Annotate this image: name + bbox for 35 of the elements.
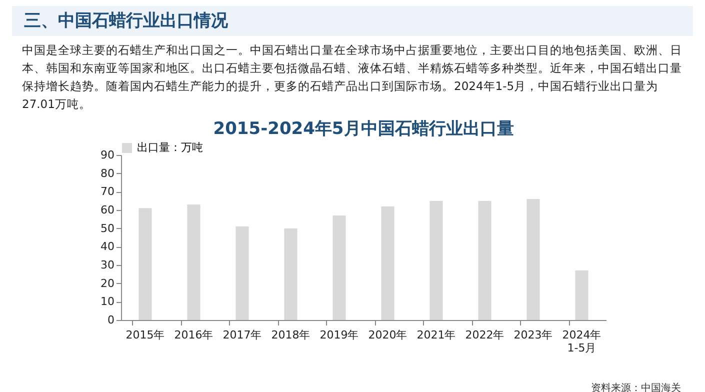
x-tick-label: 2022年 <box>465 328 504 342</box>
x-tick-label: 2015年 <box>126 328 165 342</box>
x-tick-label: 2021年 <box>416 328 456 342</box>
y-tick-label: 90 <box>100 148 114 162</box>
y-tick-label: 50 <box>100 222 114 235</box>
x-tick-label: 2023年 <box>514 328 553 342</box>
y-tick-label: 40 <box>100 240 114 254</box>
x-tick-label: 2019年 <box>320 328 359 342</box>
bar <box>381 206 394 320</box>
y-tick-label: 30 <box>100 258 114 272</box>
bar <box>332 216 346 320</box>
bar <box>284 228 298 320</box>
x-tick-label: 2020年 <box>368 328 408 342</box>
x-tick-label: 2024年 1-5月 <box>562 328 602 354</box>
text: 三、中国石蜡行业出口情况 <box>12 6 693 36</box>
text: 中国是全球主要的石蜡生产和出口国之一。中国石蜡出口量在全球市场中占据重要地位，主要出口目的地包括美国、欧洲、日本、韩国和东南亚等国家和地区。出口石蜡主要包括微晶石蜡、液体石蜡、半精炼石蜡等多种类型。近年来，中国石蜡出口量保持增长趋势。随着国内石蜡生产能力的提升，更多的石蜡产品出口到国际市场。2024年1-5月，中国石蜡行业出口量为27.01万吨。 <box>22 42 683 113</box>
x-tick-label: 2016年 <box>174 328 214 342</box>
bar <box>138 208 152 320</box>
x-tick-label: 2018年 <box>271 328 310 342</box>
legend-label: 出口量：万吨 <box>137 141 203 154</box>
bar <box>478 200 492 320</box>
y-tick-label: 0 <box>108 314 114 326</box>
y-tick-label: 20 <box>100 276 114 290</box>
bar <box>187 204 200 320</box>
y-tick-label: 10 <box>100 295 114 308</box>
x-tick-label: 2017年 <box>222 328 262 342</box>
y-tick-label: 80 <box>100 166 114 180</box>
bar <box>430 200 443 320</box>
y-tick-label: 70 <box>100 185 114 198</box>
chart-title: 2015-2024年5月中国石蜡行业出口量 <box>213 119 514 139</box>
y-tick-label: 60 <box>100 204 114 216</box>
text: 资料来源：中国海关 <box>591 382 681 392</box>
bar <box>526 199 540 320</box>
bar <box>236 226 249 320</box>
bar <box>575 270 588 320</box>
